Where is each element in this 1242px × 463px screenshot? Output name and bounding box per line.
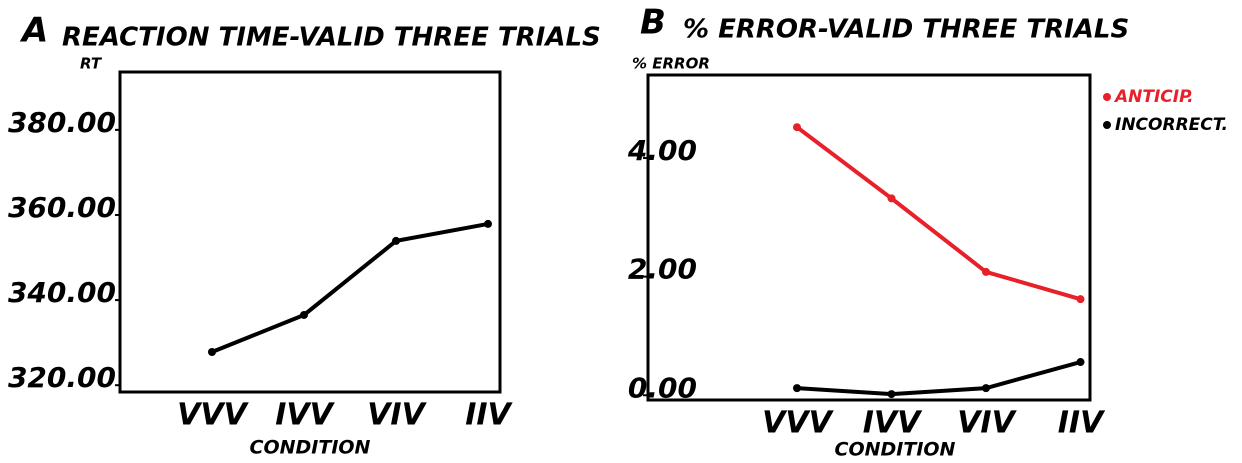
line [796,360,1082,397]
x-tick-label: VIV [367,398,427,433]
y-axis-label: RT [80,55,103,73]
legend-label: ANTICIP. [1113,87,1194,107]
x-tick-label: IVV [275,398,335,433]
y-tick-label: 360.00 [8,191,116,224]
x-axis-label: CONDITION [250,437,371,459]
line [795,125,1082,302]
legend-marker [1103,93,1111,101]
panel-label: A [19,11,48,51]
chart-title: % ERROR-VALID THREE TRIALS [683,15,1129,45]
x-tick-label: IIV [465,398,513,433]
x-tick-label: VVV [177,398,249,433]
point [1076,295,1085,304]
y-tick-label: 4.00 [627,134,697,167]
line [211,221,489,354]
point [484,219,492,228]
plot-frame [646,73,1092,402]
point [208,348,216,356]
plot-frame [118,70,502,394]
y-axis-label: % ERROR [632,55,710,73]
point [793,123,801,132]
legend-marker [1103,121,1111,129]
y-tick-label: 2.00 [628,253,697,286]
x-tick-label: IIV [1058,406,1106,441]
point [300,310,308,319]
y-tick-label: 320.00 [8,361,116,394]
x-axis-label: CONDITION [835,439,956,461]
x-tick-label: IVV [863,406,923,441]
chart-title: REACTION TIME-VALID THREE TRIALS [62,23,601,53]
point [982,267,990,276]
point [793,384,801,393]
point [887,390,896,399]
y-tick-label: 340.00 [8,276,116,309]
point [982,384,990,393]
point [392,236,400,245]
point [1076,358,1085,367]
panel-label: B [640,3,666,43]
x-tick-label: VVV [762,406,834,441]
y-tick-label: 380.00 [8,106,116,139]
point [887,194,896,203]
legend-label: INCORRECT. [1115,115,1228,135]
x-tick-label: VIV [957,406,1017,441]
y-tick-label: 0.00 [628,371,697,404]
